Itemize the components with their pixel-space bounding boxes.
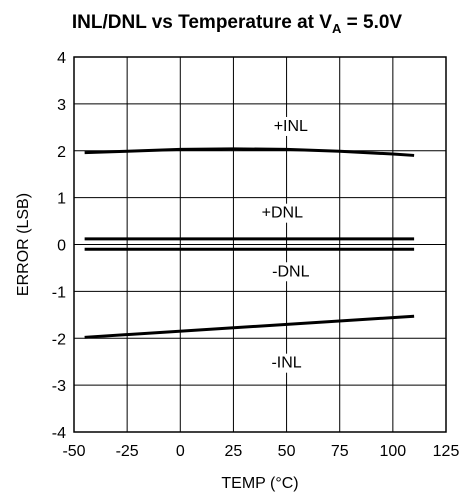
y-tick-label: 1 (57, 191, 66, 208)
x-tick-label: 25 (225, 443, 243, 460)
x-tick-label: 100 (380, 443, 407, 460)
y-tick-label: -1 (52, 284, 66, 301)
series-line-1 (84, 147, 415, 157)
y-tick-label: -4 (52, 425, 66, 442)
chart-title: INL/DNL vs Temperature at VA = 5.0V (72, 12, 403, 36)
svg-text:-DNL: -DNL (272, 263, 309, 280)
series-annotation: +INL (271, 116, 311, 136)
y-tick-label: 3 (57, 97, 66, 114)
series-annotation: -DNL (270, 262, 312, 282)
x-axis-label: TEMP (°C) (221, 475, 298, 492)
chart-title-subscript: A (332, 21, 342, 36)
tick-labels: -50 -25 0 25 50 75 100 125 4 3 2 1 0 -1 -2 -3 -4 (52, 50, 460, 460)
series-lines (84, 147, 415, 339)
x-tick-label: 0 (176, 443, 185, 460)
y-tick-label: -3 (52, 378, 66, 395)
series-annotation: +DNL (259, 203, 306, 223)
grid (73, 56, 447, 433)
series-annotation: -INL (269, 353, 304, 373)
x-tick-label: -50 (62, 443, 85, 460)
plot-frame (73, 56, 447, 433)
x-tick-label: 75 (331, 443, 349, 460)
y-axis-label: ERROR (LSB) (15, 193, 32, 296)
chart-title-main: INL/DNL vs Temperature at V (72, 12, 332, 33)
x-tick-label: 50 (278, 443, 296, 460)
y-tick-label: 2 (57, 144, 66, 161)
y-tick-label: -2 (52, 331, 66, 348)
svg-text:+DNL: +DNL (262, 205, 303, 222)
x-tick-label: 125 (433, 443, 460, 460)
annotations: +INL +DNL -DNL -INL (259, 116, 312, 373)
chart-title-suffix: = 5.0V (341, 12, 402, 33)
svg-text:+INL: +INL (274, 118, 308, 135)
x-tick-label: -25 (116, 443, 139, 460)
y-tick-label: 0 (57, 238, 66, 255)
y-tick-label: 4 (57, 50, 66, 67)
series-line-4 (84, 314, 415, 339)
svg-text:-INL: -INL (271, 355, 301, 372)
